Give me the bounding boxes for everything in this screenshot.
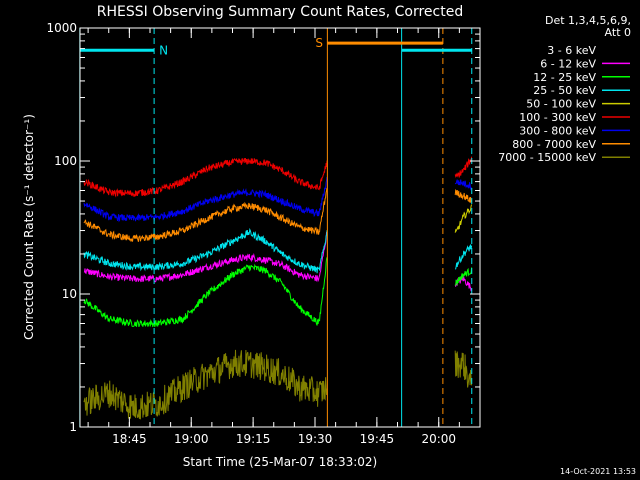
legend-entry-label: 25 - 50 keV (533, 84, 596, 97)
x-axis-label: Start Time (25-Mar-07 18:33:02) (183, 455, 377, 469)
footer-date: 14-Oct-2021 13:53 (560, 467, 636, 476)
y-tick-label: 10 (62, 287, 77, 301)
series-layer (83, 156, 473, 420)
y-axis-label: Corrected Count Rate (s⁻¹ detector⁻¹) (22, 114, 36, 340)
x-tick-label: 19:45 (360, 432, 395, 446)
legend-header-line-2: Att 0 (605, 26, 631, 39)
y-axis: 1 10 100 1000 (46, 21, 480, 434)
legend-entry-label: 300 - 800 keV (519, 124, 596, 137)
x-tick-label: 19:30 (298, 432, 333, 446)
x-tick-label: 18:45 (112, 432, 147, 446)
legend-entry-label: 100 - 300 keV (519, 111, 596, 124)
legend-entry-label: 3 - 6 keV (547, 44, 596, 57)
series-line (83, 349, 328, 420)
legend-entry-label: 7000 - 15000 keV (498, 151, 596, 164)
series-line (83, 280, 328, 378)
legend-entry-label: 800 - 7000 keV (512, 138, 596, 151)
series-line (455, 244, 473, 270)
y-tick-label: 1 (69, 420, 77, 434)
series-line (454, 188, 472, 203)
series-line (83, 187, 328, 242)
legend-header-line-1: Det 1,3,4,5,6,9, (545, 14, 631, 27)
x-tick-label: 19:15 (236, 432, 271, 446)
legend-entry-label: 12 - 25 keV (533, 71, 596, 84)
series-line (83, 157, 328, 198)
series-line (83, 227, 328, 274)
series-line (454, 273, 473, 328)
y-tick-label: 1000 (46, 21, 77, 35)
flag-label: S (315, 36, 323, 50)
series-line (83, 257, 328, 328)
series-line (454, 267, 473, 286)
x-tick-label: 20:00 (421, 432, 456, 446)
x-tick-label: 19:00 (174, 432, 209, 446)
y-tick-label: 100 (54, 154, 77, 168)
legend-entry-label: 6 - 12 keV (540, 57, 596, 70)
chart-title: RHESSI Observing Summary Count Rates, Co… (97, 4, 463, 20)
plot-frame (79, 27, 481, 428)
series-line (454, 156, 473, 179)
flag-label: N (159, 43, 168, 57)
x-axis: 18:45 19:00 19:15 19:30 19:45 20:00 (87, 28, 481, 446)
series-line (454, 204, 473, 233)
series-line (83, 231, 328, 283)
series-line (454, 350, 473, 388)
series-line (83, 176, 328, 223)
legend-entry-label: 50 - 100 keV (526, 98, 596, 111)
series-line (454, 179, 472, 191)
